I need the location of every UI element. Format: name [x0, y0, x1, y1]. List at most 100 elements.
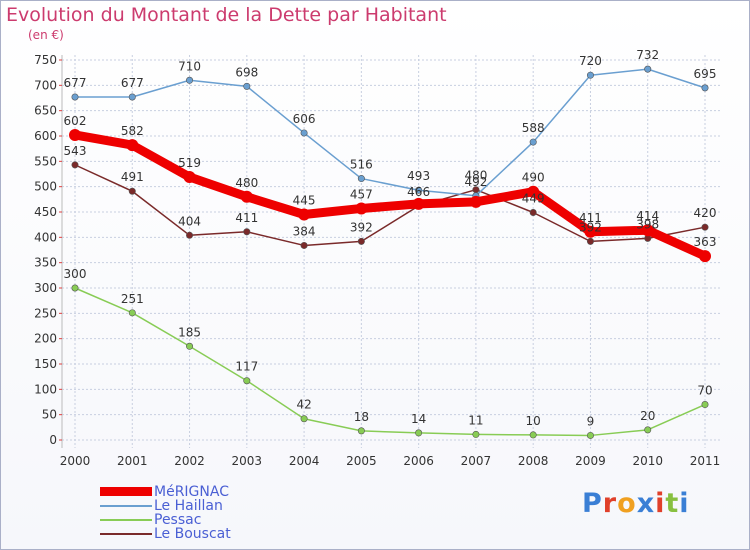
data-point [186, 342, 194, 350]
data-label: 251 [121, 292, 144, 306]
data-point [183, 171, 196, 184]
data-label: 392 [579, 220, 602, 234]
data-point [126, 139, 139, 152]
data-point [243, 82, 251, 90]
data-label: 606 [293, 112, 316, 126]
data-label: 449 [522, 192, 545, 206]
y-tick-label: 200 [34, 332, 57, 346]
y-tick-label: 550 [34, 154, 57, 168]
y-tick-label: 500 [34, 180, 57, 194]
data-label: 445 [293, 194, 316, 208]
data-point [357, 237, 365, 245]
data-label: 698 [235, 65, 258, 79]
data-label: 543 [64, 144, 87, 158]
y-tick-label: 450 [34, 205, 57, 219]
data-label: 480 [464, 169, 487, 183]
series-line [74, 164, 706, 247]
x-tick-label: 2003 [232, 454, 263, 468]
y-tick-label: 650 [34, 104, 57, 118]
data-point [644, 426, 652, 434]
data-label: 588 [522, 121, 545, 135]
data-point [529, 431, 537, 439]
data-point [240, 190, 253, 203]
data-label: 10 [526, 414, 541, 428]
data-point [357, 427, 365, 435]
data-point [300, 415, 308, 423]
data-point [701, 401, 709, 409]
data-label: 404 [178, 214, 201, 228]
logo-letter: o [617, 488, 637, 519]
data-point [529, 138, 537, 146]
legend-label-le-bouscat: Le Bouscat [154, 526, 231, 542]
data-point [186, 231, 194, 239]
x-tick-label: 2004 [289, 454, 320, 468]
legend-swatch-le-bouscat [100, 533, 152, 535]
data-label: 420 [694, 206, 717, 220]
data-label: 398 [636, 217, 659, 231]
logo-letter: t [665, 488, 680, 519]
data-label: 18 [354, 410, 369, 424]
data-label: 14 [411, 412, 426, 426]
data-label: 42 [296, 398, 311, 412]
legend-swatch-le-haillan [100, 505, 152, 507]
data-label: 677 [64, 76, 87, 90]
y-tick-label: 100 [34, 382, 57, 396]
data-point [584, 225, 597, 238]
x-tick-label: 2001 [117, 454, 148, 468]
data-point [701, 223, 709, 231]
data-point [641, 224, 654, 237]
data-label: 11 [468, 413, 483, 427]
x-tick-label: 2008 [518, 454, 549, 468]
data-point [586, 431, 594, 439]
data-label: 695 [694, 67, 717, 81]
data-label: 480 [235, 176, 258, 190]
data-point [586, 237, 594, 245]
x-tick-label: 2005 [346, 454, 377, 468]
data-point [186, 76, 194, 84]
logo-letter: r [602, 488, 618, 519]
data-label: 117 [235, 360, 258, 374]
data-label: 411 [235, 211, 258, 225]
data-label: 185 [178, 325, 201, 339]
data-point [300, 129, 308, 137]
data-label: 677 [121, 76, 144, 90]
legend-swatch-merignac [100, 487, 152, 496]
data-label: 582 [121, 124, 144, 138]
x-tick-label: 2002 [174, 454, 205, 468]
data-label: 490 [522, 171, 545, 185]
data-point [701, 84, 709, 92]
data-point [586, 71, 594, 79]
data-point [243, 377, 251, 385]
data-label: 466 [407, 185, 430, 199]
data-label: 457 [350, 187, 373, 201]
data-label: 491 [121, 170, 144, 184]
logo-letter: P [582, 488, 603, 519]
data-label: 363 [694, 235, 717, 249]
data-point [69, 128, 81, 141]
y-tick-label: 600 [34, 129, 57, 143]
data-label: 519 [178, 156, 201, 170]
y-tick-label: 700 [34, 78, 57, 92]
data-point [128, 187, 136, 195]
data-point [469, 195, 482, 208]
data-point [71, 161, 79, 169]
data-label: 20 [640, 409, 655, 423]
x-tick-label: 2011 [690, 454, 721, 468]
data-label: 392 [350, 220, 373, 234]
chart-title: Evolution du Montant de la Dette par Hab… [6, 4, 447, 26]
data-label: 492 [464, 175, 487, 189]
logo-letter: i [679, 488, 690, 519]
data-point [412, 197, 425, 210]
data-label: 710 [178, 59, 201, 73]
data-point [298, 208, 311, 221]
y-tick-label: 300 [34, 281, 57, 295]
series-line [70, 130, 710, 261]
data-point [243, 228, 251, 236]
y-tick-label: 750 [34, 53, 57, 67]
data-point [472, 430, 480, 438]
x-tick-label: 2007 [461, 454, 492, 468]
data-label: 493 [407, 169, 430, 183]
data-point [357, 175, 365, 183]
